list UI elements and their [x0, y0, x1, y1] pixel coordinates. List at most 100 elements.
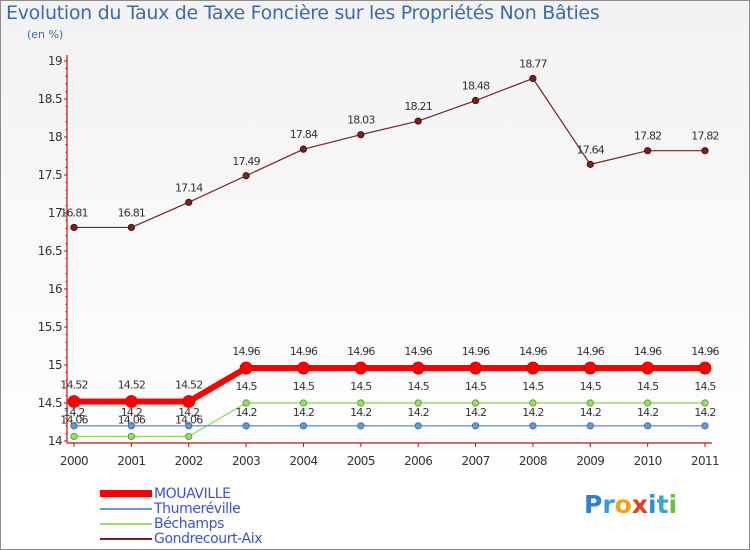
- data-point: [357, 131, 365, 139]
- data-label: 14.96: [577, 345, 605, 358]
- y-tick-label: 18: [48, 130, 62, 144]
- data-point: [701, 399, 709, 407]
- data-label: 14.52: [118, 378, 146, 391]
- data-label: 14.06: [175, 413, 203, 426]
- data-point: [185, 198, 193, 206]
- data-point: [357, 422, 365, 430]
- data-label: 14.2: [178, 406, 199, 419]
- data-point: [701, 422, 709, 430]
- proxiti-logo: Proxiti: [584, 490, 677, 519]
- data-point: [526, 361, 540, 375]
- data-label: 14.96: [347, 345, 375, 358]
- chart-title: Evolution du Taux de Taxe Foncière sur l…: [6, 2, 600, 24]
- data-point: [471, 399, 480, 407]
- data-point: [242, 422, 250, 430]
- data-point: [299, 145, 308, 153]
- y-tick-label: 16: [48, 282, 62, 296]
- legend-label: MOUAVILLE: [154, 485, 231, 502]
- data-point: [469, 361, 482, 375]
- x-tick-label: 2011: [691, 454, 719, 468]
- data-label: 17.84: [290, 128, 318, 141]
- data-label: 14.96: [290, 345, 318, 358]
- data-label: 17.82: [634, 130, 662, 143]
- series-line-béchamps: [74, 402, 705, 438]
- data-point: [529, 74, 537, 83]
- logo-letter: r: [602, 490, 615, 519]
- y-axis-unit: (en %): [27, 28, 64, 41]
- data-label: 14.96: [691, 345, 719, 358]
- data-point: [644, 147, 652, 155]
- data-label: 14.5: [235, 380, 257, 393]
- data-point: [185, 432, 193, 441]
- data-label: 14.2: [121, 406, 142, 419]
- data-label: 14.5: [293, 380, 315, 393]
- x-tick-label: 2010: [634, 454, 662, 468]
- y-tick-label: 15: [48, 358, 62, 372]
- x-tick-label: 2001: [117, 454, 145, 468]
- legend-label: Gondrecourt-Aix: [154, 530, 263, 547]
- data-label: 14.5: [637, 380, 659, 393]
- legend-item: MOUAVILLE: [100, 485, 231, 502]
- legend-item: Thumeréville: [100, 500, 241, 517]
- logo-letter: t: [656, 490, 669, 519]
- data-point: [586, 160, 594, 168]
- data-label: 14.96: [519, 345, 547, 358]
- data-point: [127, 422, 135, 430]
- data-point: [701, 147, 709, 155]
- data-label: 14.5: [350, 380, 372, 393]
- data-point: [67, 395, 81, 408]
- data-point: [644, 399, 652, 407]
- logo-letter: i: [648, 490, 657, 519]
- data-label: 14.96: [634, 345, 662, 358]
- legend-label: Béchamps: [154, 515, 224, 532]
- data-label: 14.5: [694, 380, 716, 393]
- legend-swatch: [100, 507, 152, 510]
- data-point: [698, 361, 712, 375]
- y-tick-label: 19: [48, 54, 62, 68]
- data-point: [239, 361, 253, 375]
- x-tick-label: 2003: [232, 454, 260, 468]
- y-tick-label: 18.5: [38, 92, 62, 106]
- data-point: [471, 96, 480, 105]
- series-line-mouaville: [74, 365, 705, 405]
- data-label: 17.64: [577, 143, 605, 156]
- x-tick-label: 2000: [60, 454, 88, 468]
- data-point: [411, 361, 425, 375]
- data-point: [414, 422, 422, 430]
- series-line-gondrecourt-aix: [74, 77, 705, 229]
- data-label: 14.2: [350, 406, 371, 419]
- x-tick-label: 2006: [404, 454, 432, 468]
- y-tick-label: 17: [48, 206, 62, 220]
- data-label: 14.52: [60, 378, 88, 391]
- data-point: [529, 399, 537, 407]
- x-tick-label: 2008: [519, 454, 547, 468]
- logo-letter: P: [584, 490, 603, 519]
- data-label: 18.03: [347, 114, 375, 127]
- logo-letter: o: [614, 490, 632, 519]
- data-point: [127, 432, 135, 441]
- data-label: 14.5: [408, 380, 430, 393]
- x-tick-label: 2002: [175, 454, 203, 468]
- data-label: 17.82: [691, 130, 719, 143]
- legend-item: Gondrecourt-Aix: [100, 530, 263, 547]
- data-label: 14.52: [175, 378, 203, 391]
- legend-label: Thumeréville: [154, 500, 241, 517]
- data-point: [299, 399, 308, 407]
- data-label: 17.14: [175, 181, 203, 194]
- legend-swatch: [100, 522, 152, 525]
- data-label: 18.21: [404, 100, 432, 113]
- x-tick-label: 2004: [289, 454, 317, 468]
- data-label: 14.96: [462, 345, 490, 358]
- data-point: [471, 422, 480, 430]
- data-label: 14.5: [465, 380, 487, 393]
- data-label: 18.77: [519, 57, 547, 70]
- data-point: [242, 399, 250, 407]
- data-label: 14.2: [580, 406, 601, 419]
- x-tick-label: 2005: [347, 454, 375, 468]
- data-label: 14.2: [293, 406, 314, 419]
- y-tick-label: 16.5: [38, 244, 62, 258]
- data-label: 14.2: [408, 406, 429, 419]
- data-point: [70, 432, 78, 441]
